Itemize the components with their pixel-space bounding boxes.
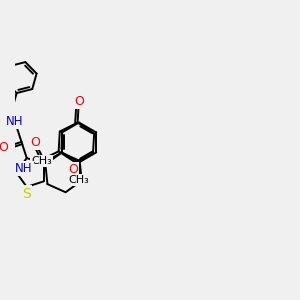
Text: O: O [30, 136, 40, 148]
Text: O: O [74, 95, 84, 108]
Text: NH: NH [15, 162, 33, 175]
Text: CH₃: CH₃ [31, 156, 52, 167]
Text: S: S [22, 187, 31, 200]
Text: O: O [68, 163, 78, 176]
Text: O: O [0, 141, 8, 154]
Text: NH: NH [6, 115, 23, 128]
Text: CH₃: CH₃ [69, 175, 89, 185]
